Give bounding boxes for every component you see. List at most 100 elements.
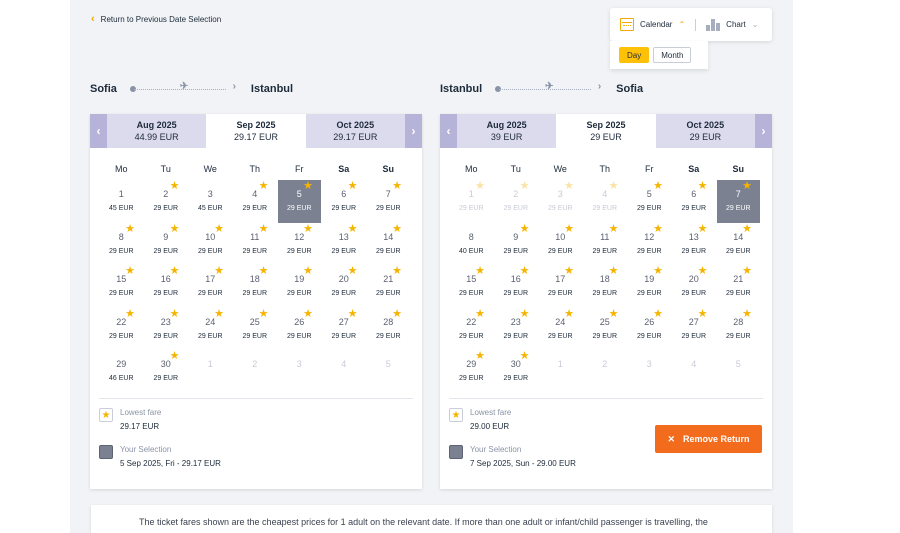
chevron-left-icon: ‹ — [91, 13, 95, 25]
day-cell[interactable]: 8 40 EUR — [450, 223, 494, 266]
day-cell[interactable]: 16 29 EUR ★ — [144, 265, 188, 308]
day-cell[interactable]: 19 29 EUR ★ — [628, 265, 672, 308]
month-tab-oct[interactable]: Oct 2025 29 EUR — [656, 114, 755, 148]
day-cell[interactable]: 27 29 EUR ★ — [672, 308, 716, 351]
remove-return-button[interactable]: ✕ Remove Return — [655, 425, 762, 453]
month-tab-oct[interactable]: Oct 2025 29.17 EUR — [306, 114, 405, 148]
day-cell[interactable]: 2 29 EUR ★ — [144, 180, 188, 223]
day-cell[interactable]: 15 29 EUR ★ — [450, 265, 494, 308]
star-icon: ★ — [742, 307, 752, 320]
day-cell[interactable]: 15 29 EUR ★ — [100, 265, 144, 308]
day-cell[interactable]: 20 29 EUR ★ — [322, 265, 366, 308]
day-cell[interactable]: 1 45 EUR — [100, 180, 144, 223]
day-price: 29 EUR — [375, 247, 401, 255]
day-cell[interactable]: 10 29 EUR ★ — [539, 223, 583, 266]
day-cell[interactable]: 28 29 EUR ★ — [367, 308, 411, 351]
day-cell[interactable]: 11 29 EUR ★ — [583, 223, 627, 266]
day-price: 29 EUR — [153, 247, 178, 255]
month-button[interactable]: Month — [653, 47, 692, 63]
day-number: 8 — [118, 231, 124, 242]
day-cell[interactable]: 17 29 EUR ★ — [189, 265, 233, 308]
day-number: 1 — [207, 359, 213, 369]
back-link[interactable]: ‹ Return to Previous Date Selection — [91, 14, 221, 25]
day-cell[interactable]: 28 29 EUR ★ — [717, 308, 761, 351]
day-cell[interactable]: 6 29 EUR ★ — [672, 180, 716, 223]
day-cell[interactable]: 13 29 EUR ★ — [672, 223, 716, 266]
day-cell[interactable]: 24 29 EUR ★ — [189, 308, 233, 351]
day-cell[interactable]: 21 29 EUR ★ — [717, 265, 761, 308]
day-price: 29 EUR — [681, 205, 706, 212]
day-cell[interactable]: 21 29 EUR ★ — [367, 265, 411, 308]
chevron-up-icon: ⌃ — [678, 20, 686, 29]
day-cell[interactable]: 16 29 EUR ★ — [494, 265, 538, 308]
month-tab-aug[interactable]: Aug 2025 44.99 EUR — [107, 114, 206, 148]
day-cell-selected[interactable]: 5 29 EUR ★ — [277, 180, 321, 223]
next-month-button[interactable]: › — [754, 114, 772, 148]
day-cell[interactable]: 23 29 EUR ★ — [494, 308, 538, 351]
next-month-button[interactable]: › — [404, 114, 422, 148]
day-number: 4 — [691, 359, 697, 369]
day-cell[interactable]: 14 29 EUR ★ — [367, 223, 411, 266]
day-cell[interactable]: 29 46 EUR — [100, 350, 144, 393]
star-icon: ★ — [608, 222, 619, 235]
star-icon: ★ — [564, 265, 574, 277]
day-price: 29 EUR — [242, 247, 267, 255]
day-price: 29 EUR — [725, 247, 751, 255]
day-cell[interactable]: 26 29 EUR ★ — [278, 308, 322, 351]
day-cell[interactable]: 11 29 EUR ★ — [233, 223, 277, 266]
day-cell[interactable]: 26 29 EUR ★ — [628, 308, 672, 351]
day-cell[interactable]: 6 29 EUR ★ — [322, 180, 366, 223]
calendar-view-option[interactable]: Calendar ⌃ — [610, 18, 695, 31]
day-price: 29 EUR — [636, 332, 662, 340]
prev-month-button[interactable]: ‹ — [90, 114, 107, 148]
day-cell[interactable]: 3 45 EUR — [189, 180, 233, 223]
day-cell[interactable]: 25 29 EUR ★ — [583, 308, 627, 351]
day-number: 24 — [205, 316, 216, 327]
day-cell[interactable]: 25 29 EUR ★ — [233, 308, 277, 351]
month-tab-name: Sep 2025 — [236, 120, 276, 130]
day-cell[interactable]: 18 29 EUR ★ — [233, 265, 277, 308]
day-cell[interactable]: 27 29 EUR ★ — [322, 308, 366, 351]
day-price: 29 EUR — [242, 205, 267, 212]
day-button[interactable]: Day — [619, 47, 650, 63]
chevron-left-icon: ‹ — [446, 124, 451, 138]
day-number: 3 — [207, 189, 213, 199]
day-cell: 1 — [189, 350, 233, 393]
day-cell[interactable]: 5 29 EUR ★ — [628, 180, 672, 223]
day-cell[interactable]: 29 29 EUR ★ — [450, 350, 494, 393]
prev-month-button[interactable]: ‹ — [440, 114, 457, 148]
day-price: 29 EUR — [375, 205, 401, 212]
day-cell[interactable]: 12 29 EUR ★ — [628, 223, 672, 266]
day-cell[interactable]: 8 29 EUR ★ — [100, 223, 144, 266]
day-cell[interactable]: 19 29 EUR ★ — [278, 265, 322, 308]
day-cell[interactable]: 9 29 EUR ★ — [144, 223, 188, 266]
day-cell[interactable]: 17 29 EUR ★ — [539, 265, 583, 308]
day-cell[interactable]: 14 29 EUR ★ — [717, 223, 761, 266]
day-cell-selected[interactable]: 7 29 EUR ★ — [716, 180, 760, 223]
day-price: 29 EUR — [503, 205, 528, 212]
day-cell[interactable]: 10 29 EUR ★ — [189, 223, 233, 266]
day-cell[interactable]: 20 29 EUR ★ — [672, 265, 716, 308]
month-tab-sep[interactable]: Sep 2025 29.17 EUR — [206, 114, 306, 148]
day-cell[interactable]: 13 29 EUR ★ — [322, 223, 366, 266]
day-cell[interactable]: 9 29 EUR ★ — [494, 223, 538, 266]
day-cell[interactable]: 24 29 EUR ★ — [539, 308, 583, 351]
day-cell[interactable]: 12 29 EUR ★ — [278, 223, 322, 266]
star-icon: ★ — [742, 180, 752, 192]
day-number: 3 — [646, 359, 652, 369]
day-number: 23 — [160, 316, 171, 327]
day-cell[interactable]: 22 29 EUR ★ — [450, 308, 494, 351]
weekday-header: Th — [599, 164, 610, 174]
day-cell[interactable]: 23 29 EUR ★ — [144, 308, 188, 351]
day-cell[interactable]: 30 29 EUR ★ — [494, 350, 538, 393]
day-cell[interactable]: 22 29 EUR ★ — [100, 308, 144, 351]
outbound-destination: Istanbul — [250, 83, 294, 95]
day-cell[interactable]: 30 29 EUR ★ — [144, 350, 188, 393]
day-price: 29 EUR — [153, 375, 178, 382]
month-tab-aug[interactable]: Aug 2025 39 EUR — [457, 114, 556, 148]
day-cell[interactable]: 4 29 EUR ★ — [233, 180, 277, 223]
chart-view-option[interactable]: Chart ⌄ — [696, 18, 768, 31]
day-cell[interactable]: 18 29 EUR ★ — [583, 265, 627, 308]
month-tab-sep[interactable]: Sep 2025 29 EUR — [556, 114, 656, 148]
day-cell[interactable]: 7 29 EUR ★ — [367, 180, 411, 223]
